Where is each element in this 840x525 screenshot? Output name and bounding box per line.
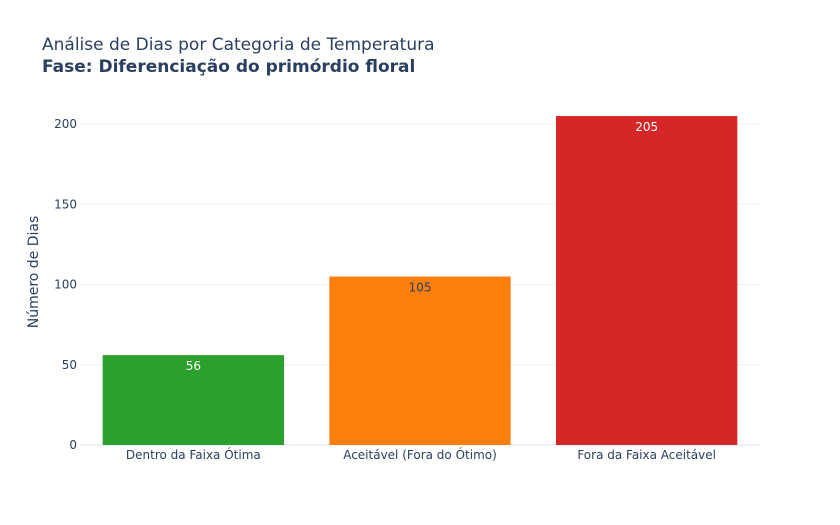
bar-data-label: 205 — [635, 120, 658, 134]
chart-subtitle: Fase: Diferenciação do primórdio floral — [42, 57, 415, 77]
x-tick-label: Fora da Faixa Aceitável — [577, 448, 716, 462]
y-axis-ticks: 0 50 100 150 200 — [54, 117, 77, 452]
bar-data-label: 56 — [186, 359, 201, 373]
y-axis-title: Número de Dias — [26, 216, 42, 329]
bar-data-label: 105 — [409, 281, 432, 295]
y-tick-label: 150 — [54, 197, 77, 211]
x-tick-label: Aceitável (Fora do Ótimo) — [343, 447, 497, 462]
y-tick-label: 100 — [54, 278, 77, 292]
bar — [102, 355, 285, 445]
y-tick-label: 50 — [62, 358, 77, 372]
x-tick-label: Dentro da Faixa Ótima — [126, 447, 261, 462]
y-tick-label: 0 — [69, 438, 77, 452]
y-tick-label: 200 — [54, 117, 77, 131]
x-axis-ticks: Dentro da Faixa Ótima Aceitável (Fora do … — [126, 447, 716, 462]
bar — [556, 116, 738, 445]
bars: 56 105 205 — [102, 116, 738, 445]
chart-title: Análise de Dias por Categoria de Tempera… — [42, 35, 435, 55]
bar — [329, 276, 511, 445]
